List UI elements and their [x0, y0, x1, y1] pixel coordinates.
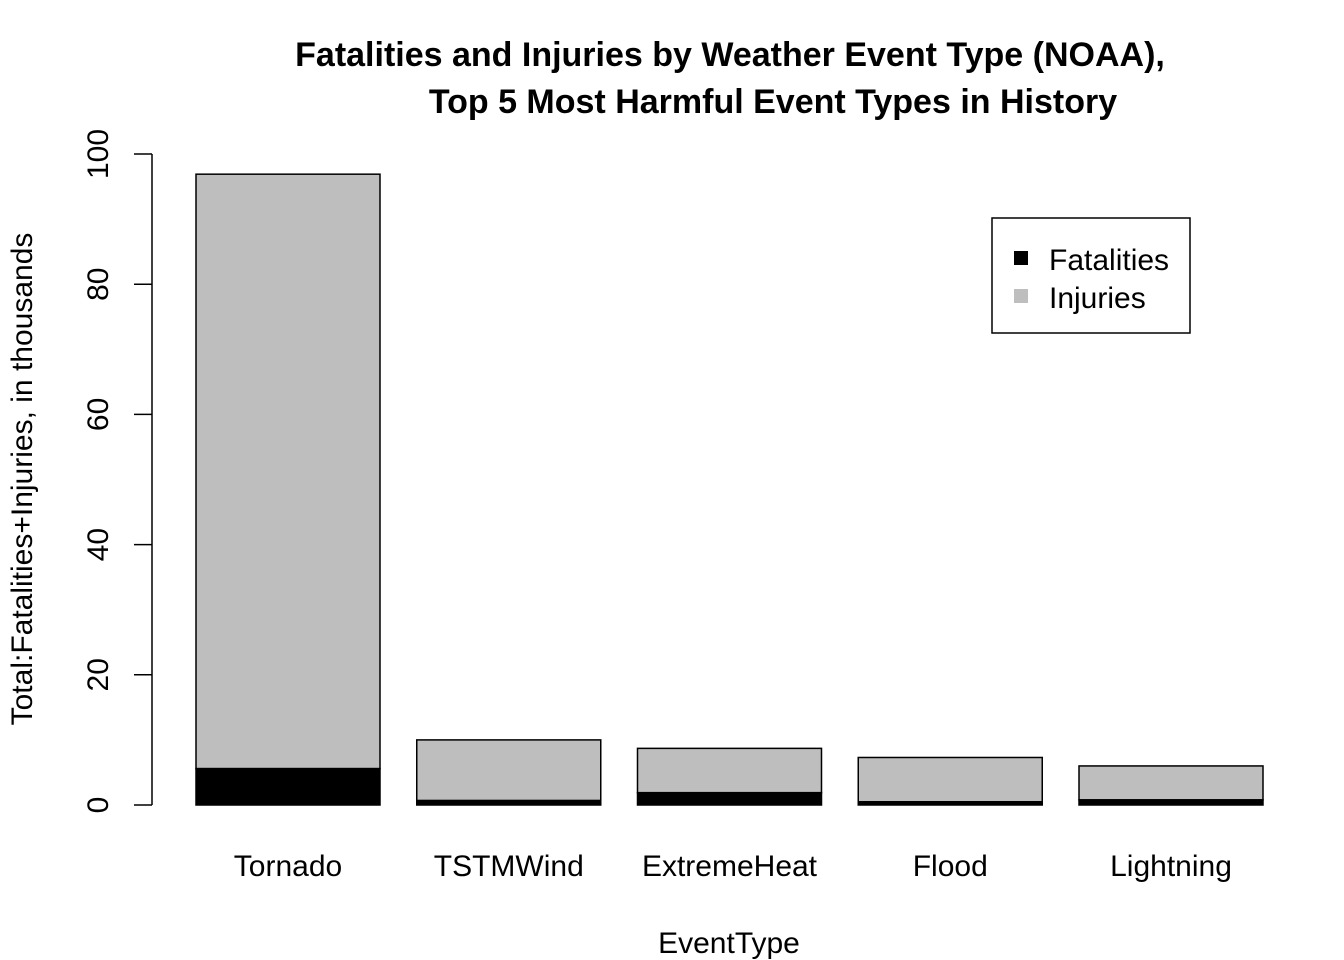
- bar-fatalities-extremeheat: [636, 791, 823, 806]
- legend-swatch-fatalities: [1014, 251, 1028, 265]
- bar-injuries-flood: [857, 756, 1043, 803]
- y-tick-label: 40: [82, 528, 115, 561]
- bar-injuries-lightning: [1078, 765, 1264, 801]
- x-tick-labels: Tornado TSTMWind ExtremeHeat Flood Lightning: [234, 850, 1232, 883]
- bar-injuries-extremeheat: [636, 747, 823, 794]
- legend-swatch-injuries: [1014, 289, 1028, 303]
- y-tick-label: 0: [82, 797, 115, 814]
- x-axis-label: EventType: [658, 927, 800, 960]
- x-tick-label-tornado: Tornado: [234, 850, 342, 883]
- x-tick-label-tstmwind: TSTMWind: [434, 850, 584, 883]
- x-tick-label-extremeheat: ExtremeHeat: [642, 850, 818, 883]
- y-tick-label: 80: [82, 268, 115, 301]
- legend-box: [991, 217, 1191, 334]
- y-tick-label: 100: [82, 129, 115, 179]
- legend: Fatalities Injuries: [991, 217, 1191, 334]
- x-tick-label-lightning: Lightning: [1110, 850, 1232, 883]
- bars: [195, 173, 1264, 806]
- bar-injuries-tstmwind: [416, 739, 602, 802]
- x-tick-label-flood: Flood: [913, 850, 988, 883]
- y-axis-label: Total:Fatalities+Injuries, in thousands: [6, 233, 39, 726]
- bar-fatalities-lightning: [1078, 799, 1264, 806]
- bar-injuries-tornado: [195, 173, 381, 770]
- legend-label-fatalities: Fatalities: [1049, 244, 1169, 277]
- y-tick-label: 20: [82, 658, 115, 691]
- y-tick-label: 60: [82, 398, 115, 431]
- y-axis: 0 20 40 60 80 100: [82, 129, 153, 814]
- chart-title-line2: Top 5 Most Harmful Event Types in Histor…: [429, 83, 1117, 121]
- bar-fatalities-tornado: [195, 767, 381, 806]
- chart-title-line1: Fatalities and Injuries by Weather Event…: [295, 36, 1165, 74]
- legend-label-injuries: Injuries: [1049, 282, 1146, 315]
